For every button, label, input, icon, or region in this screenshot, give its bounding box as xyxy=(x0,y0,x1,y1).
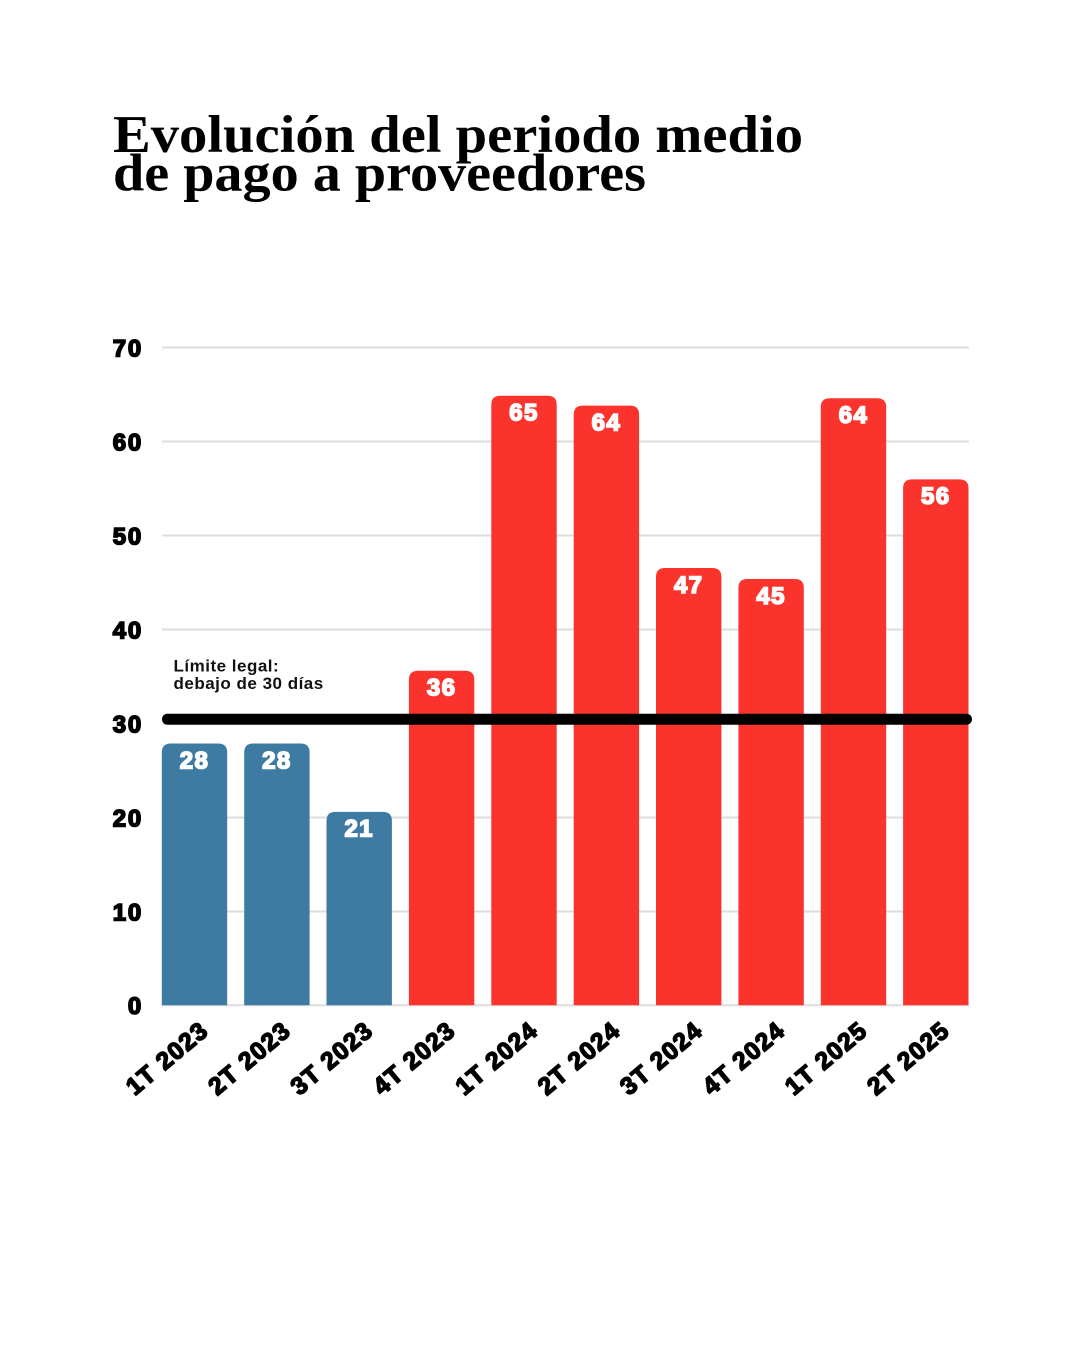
svg-text:47: 47 xyxy=(674,572,704,599)
svg-text:28: 28 xyxy=(180,747,210,774)
svg-text:60: 60 xyxy=(113,430,143,457)
svg-text:70: 70 xyxy=(113,336,143,363)
svg-text:50: 50 xyxy=(113,524,143,551)
svg-text:0: 0 xyxy=(128,993,143,1020)
svg-text:21: 21 xyxy=(344,816,374,843)
svg-text:20: 20 xyxy=(113,806,143,833)
svg-text:Evolución del periodo medio: Evolución del periodo medio xyxy=(113,106,803,164)
svg-text:30: 30 xyxy=(113,712,143,739)
svg-text:40: 40 xyxy=(113,618,143,645)
svg-text:debajo de 30 días: debajo de 30 días xyxy=(174,674,324,693)
svg-text:45: 45 xyxy=(756,583,786,610)
svg-text:Límite legal:: Límite legal: xyxy=(174,657,280,676)
svg-text:36: 36 xyxy=(427,675,457,702)
svg-text:65: 65 xyxy=(509,400,539,427)
svg-text:56: 56 xyxy=(921,483,951,510)
svg-text:de pago a proveedores: de pago a proveedores xyxy=(113,145,646,203)
svg-text:28: 28 xyxy=(262,747,292,774)
svg-text:64: 64 xyxy=(592,409,622,436)
svg-text:64: 64 xyxy=(839,402,869,429)
svg-text:10: 10 xyxy=(113,900,143,927)
